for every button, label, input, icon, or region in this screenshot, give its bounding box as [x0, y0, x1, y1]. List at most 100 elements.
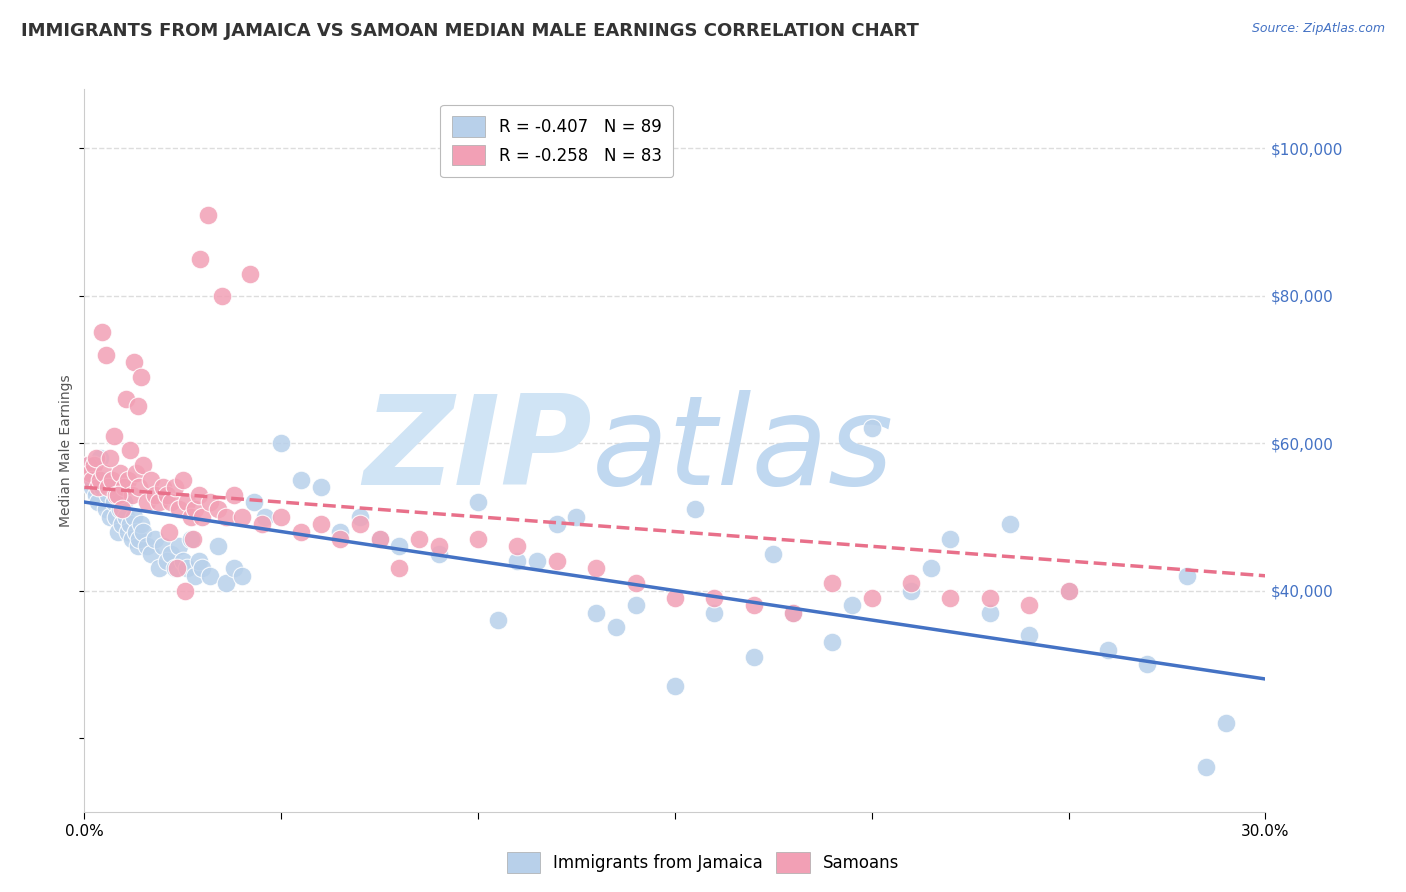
- Point: [101, 473, 124, 487]
- Point: [104, 488, 127, 502]
- Point: [107, 524, 129, 539]
- Legend: R = -0.407   N = 89, R = -0.258   N = 83: R = -0.407 N = 89, R = -0.258 N = 83: [440, 104, 673, 178]
- Point: [239, 267, 262, 281]
- Point: [215, 509, 238, 524]
- Point: [91, 326, 114, 340]
- Point: [388, 561, 411, 575]
- Point: [979, 606, 1001, 620]
- Point: [368, 532, 391, 546]
- Point: [93, 466, 115, 480]
- Point: [821, 576, 844, 591]
- Point: [104, 509, 127, 524]
- Point: [290, 473, 312, 487]
- Point: [585, 606, 607, 620]
- Point: [108, 502, 131, 516]
- Point: [546, 554, 568, 568]
- Point: [152, 480, 174, 494]
- Legend: Immigrants from Jamaica, Samoans: Immigrants from Jamaica, Samoans: [501, 846, 905, 880]
- Point: [124, 524, 146, 539]
- Point: [124, 466, 146, 480]
- Point: [998, 517, 1021, 532]
- Point: [128, 480, 150, 494]
- Point: [118, 443, 141, 458]
- Text: IMMIGRANTS FROM JAMAICA VS SAMOAN MEDIAN MALE EARNINGS CORRELATION CHART: IMMIGRANTS FROM JAMAICA VS SAMOAN MEDIAN…: [21, 22, 920, 40]
- Point: [176, 561, 198, 575]
- Point: [141, 473, 163, 487]
- Point: [114, 509, 136, 524]
- Point: [89, 473, 111, 487]
- Point: [742, 599, 765, 613]
- Point: [152, 539, 174, 553]
- Point: [605, 620, 627, 634]
- Point: [270, 436, 292, 450]
- Point: [93, 473, 115, 487]
- Point: [207, 502, 229, 516]
- Point: [136, 539, 159, 553]
- Point: [82, 480, 104, 494]
- Point: [664, 679, 686, 693]
- Point: [624, 599, 647, 613]
- Point: [77, 458, 100, 473]
- Point: [309, 480, 332, 494]
- Point: [148, 495, 170, 509]
- Y-axis label: Median Male Earnings: Median Male Earnings: [59, 374, 73, 527]
- Point: [222, 488, 245, 502]
- Point: [94, 348, 117, 362]
- Point: [546, 517, 568, 532]
- Point: [349, 517, 371, 532]
- Point: [506, 539, 529, 553]
- Point: [762, 547, 785, 561]
- Point: [172, 473, 194, 487]
- Point: [1136, 657, 1159, 672]
- Point: [211, 288, 233, 302]
- Point: [860, 421, 883, 435]
- Point: [77, 458, 100, 473]
- Point: [79, 466, 101, 480]
- Point: [1097, 642, 1119, 657]
- Point: [111, 502, 134, 516]
- Point: [167, 539, 190, 553]
- Point: [180, 509, 202, 524]
- Point: [388, 539, 411, 553]
- Point: [160, 547, 183, 561]
- Point: [112, 495, 135, 509]
- Point: [703, 606, 725, 620]
- Point: [82, 473, 104, 487]
- Point: [222, 561, 245, 575]
- Point: [900, 583, 922, 598]
- Point: [506, 554, 529, 568]
- Text: ZIP: ZIP: [364, 390, 592, 511]
- Point: [111, 517, 134, 532]
- Point: [427, 539, 450, 553]
- Point: [117, 524, 139, 539]
- Point: [112, 480, 135, 494]
- Point: [742, 649, 765, 664]
- Point: [526, 554, 548, 568]
- Point: [98, 450, 121, 465]
- Point: [83, 458, 105, 473]
- Point: [84, 450, 107, 465]
- Point: [143, 532, 166, 546]
- Point: [900, 576, 922, 591]
- Point: [190, 252, 212, 266]
- Point: [183, 502, 205, 516]
- Point: [215, 576, 238, 591]
- Point: [821, 635, 844, 649]
- Point: [89, 450, 111, 465]
- Point: [160, 495, 183, 509]
- Point: [132, 524, 155, 539]
- Point: [108, 466, 131, 480]
- Point: [349, 509, 371, 524]
- Point: [84, 488, 107, 502]
- Point: [427, 547, 450, 561]
- Point: [94, 502, 117, 516]
- Point: [97, 488, 120, 502]
- Point: [128, 532, 150, 546]
- Point: [163, 561, 186, 575]
- Point: [207, 539, 229, 553]
- Point: [101, 480, 124, 494]
- Point: [939, 532, 962, 546]
- Point: [368, 532, 391, 546]
- Point: [191, 509, 214, 524]
- Point: [979, 591, 1001, 605]
